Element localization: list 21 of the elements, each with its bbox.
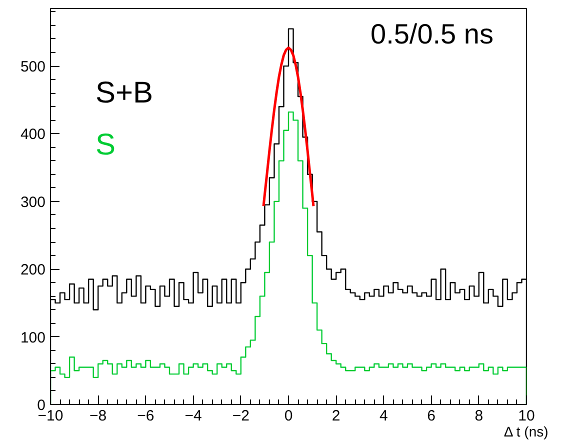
text: S+B <box>96 76 154 110</box>
x-tick-label: −8 <box>90 408 107 424</box>
x-tick-label: −2 <box>232 408 250 424</box>
y-tick-label: 200 <box>20 262 46 279</box>
x-tick-label: 8 <box>474 408 484 424</box>
y-tick-label: 300 <box>20 194 46 211</box>
x-tick-label: 0 <box>284 408 293 424</box>
x-tick-label: 2 <box>332 408 340 424</box>
y-tick-label: 100 <box>20 329 46 346</box>
text: S <box>96 128 116 162</box>
y-tick-label: 0 <box>37 397 46 414</box>
x-tick-label: 4 <box>380 408 388 424</box>
x-tick-label: −6 <box>137 408 154 424</box>
y-tick-label: 500 <box>20 58 46 76</box>
annotation: 0.5/0.5 ns <box>370 18 494 50</box>
x-tick-label: 10 <box>518 408 535 424</box>
x-axis-title: Δ t (ns) <box>504 424 548 440</box>
y-tick-label: 400 <box>20 126 46 144</box>
x-tick-label: 6 <box>427 408 436 424</box>
line-series <box>262 46 315 208</box>
x-tick-label: −4 <box>184 408 202 424</box>
